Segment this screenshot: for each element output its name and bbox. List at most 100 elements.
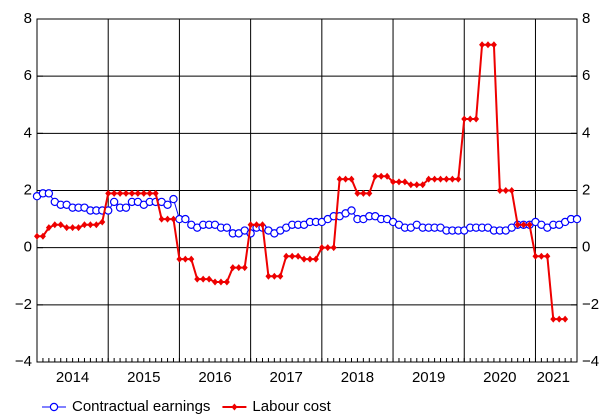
point (241, 264, 248, 272)
point (431, 175, 438, 183)
point (407, 181, 414, 189)
x-tick-label: 2021 (537, 369, 570, 386)
point (117, 189, 124, 197)
point (259, 221, 266, 229)
point (247, 221, 254, 229)
y2-tick-label: 2 (582, 181, 590, 198)
point (146, 189, 153, 197)
point (479, 41, 486, 49)
point (366, 189, 373, 197)
point (289, 252, 296, 260)
point (271, 272, 278, 280)
point (231, 403, 238, 411)
point (301, 255, 308, 263)
point (419, 181, 426, 189)
point (395, 178, 402, 186)
point (200, 275, 207, 283)
y2-tick-label: −4 (582, 353, 599, 370)
point (51, 221, 58, 229)
point (532, 252, 539, 260)
point (526, 221, 533, 229)
point (87, 221, 94, 229)
point (520, 221, 527, 229)
point (123, 189, 130, 197)
point (378, 172, 385, 180)
point (372, 172, 379, 180)
point (223, 278, 230, 286)
point (45, 224, 52, 232)
point (49, 402, 59, 412)
point (342, 175, 349, 183)
point (81, 221, 88, 229)
point (347, 206, 356, 215)
point (182, 255, 189, 263)
point (265, 272, 272, 280)
point (217, 278, 224, 286)
point (170, 215, 177, 223)
y-tick-label: −2 (15, 296, 32, 313)
point (413, 181, 420, 189)
point (188, 255, 195, 263)
point (572, 214, 582, 224)
y2-tick-label: −2 (582, 296, 599, 313)
y-tick-label: −4 (15, 353, 32, 370)
y-tick-label: 4 (24, 124, 32, 141)
x-tick-label: 2018 (341, 369, 374, 386)
point (128, 189, 135, 197)
point (105, 189, 112, 197)
y-tick-label: 6 (24, 67, 32, 84)
point (550, 315, 557, 323)
point (121, 203, 131, 212)
point (461, 115, 468, 123)
point (164, 215, 171, 223)
point (437, 175, 444, 183)
point (455, 175, 462, 183)
point (111, 189, 118, 197)
x-tick-label: 2016 (198, 369, 231, 386)
point (538, 252, 545, 260)
point (277, 272, 284, 280)
y2-tick-label: 6 (582, 67, 590, 84)
x-tick-label: 2015 (127, 369, 160, 386)
point (502, 187, 509, 194)
point (283, 252, 290, 260)
point (212, 278, 219, 286)
legend-label: Labour cost (252, 398, 331, 415)
x-tick-label: 2014 (56, 369, 89, 386)
point (34, 232, 40, 240)
point (336, 175, 343, 183)
point (401, 178, 408, 186)
point (235, 264, 242, 272)
point (222, 223, 232, 232)
point (473, 115, 480, 123)
point (229, 264, 236, 272)
point (508, 187, 515, 194)
point (544, 252, 551, 260)
point (39, 232, 46, 240)
point (194, 275, 201, 283)
point (109, 197, 119, 207)
point (390, 178, 397, 186)
point (169, 194, 178, 204)
x-tick-label: 2019 (412, 369, 445, 386)
y2-tick-label: 4 (582, 124, 590, 141)
point (181, 214, 190, 224)
point (425, 175, 432, 183)
y2-tick-label: 0 (582, 239, 590, 256)
x-tick-label: 2017 (270, 369, 303, 386)
point (562, 315, 569, 323)
point (514, 221, 521, 229)
point (348, 175, 355, 183)
point (176, 255, 183, 263)
point (75, 224, 82, 232)
point (354, 189, 361, 197)
series (34, 41, 569, 323)
point (360, 189, 367, 197)
point (449, 175, 456, 183)
point (63, 224, 70, 232)
point (312, 255, 319, 263)
y-tick-label: 8 (24, 10, 32, 27)
point (318, 244, 325, 252)
point (556, 315, 563, 323)
